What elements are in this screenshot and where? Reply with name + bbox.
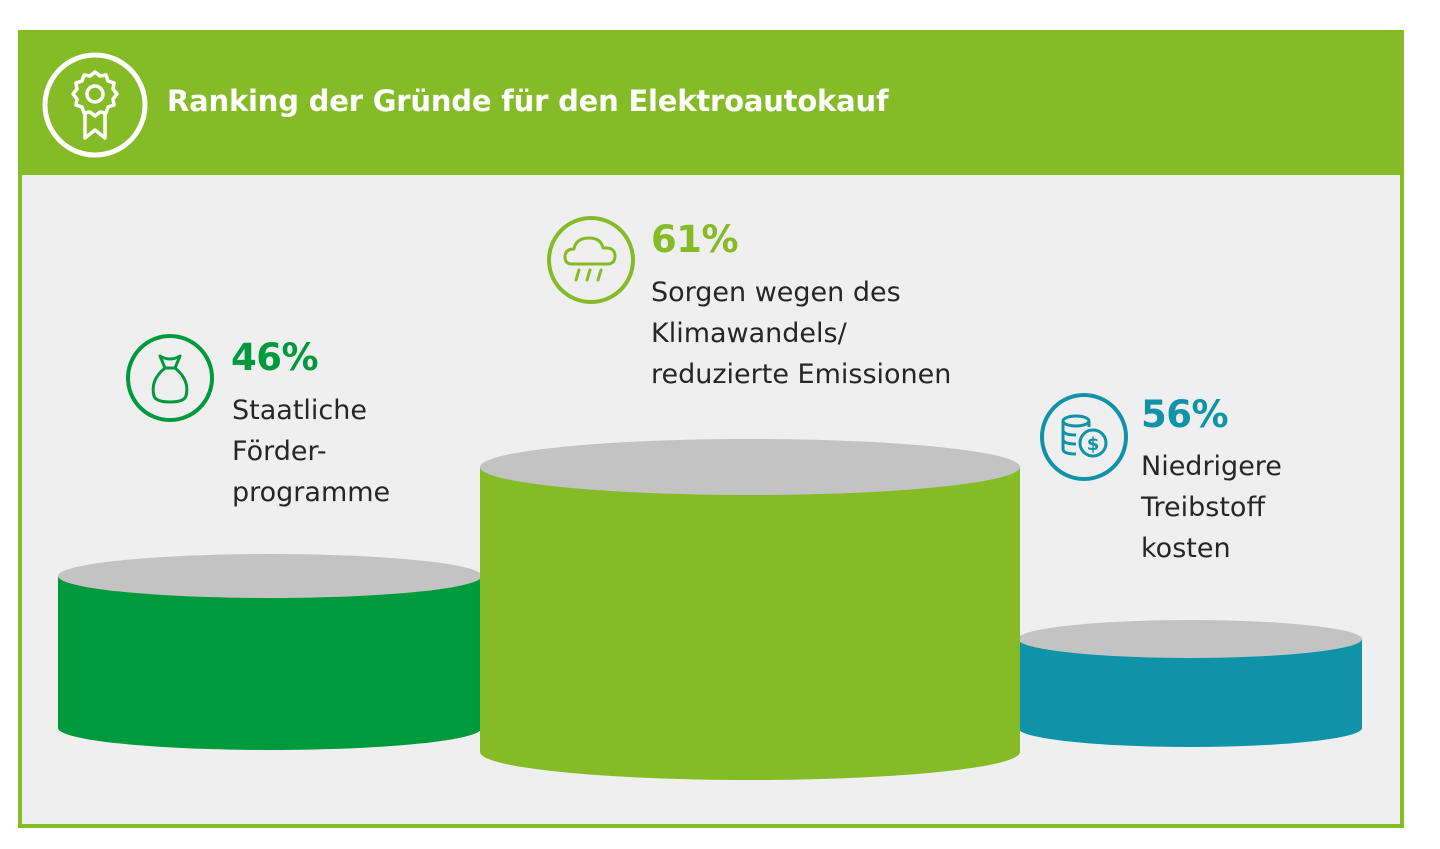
podium-bar-2	[480, 439, 1020, 780]
category-label-1-line-1: Staatliche	[232, 395, 367, 426]
podium-top-2	[480, 439, 1020, 495]
category-label-2: Sorgen wegen des Klimawandels/ reduziert…	[651, 272, 951, 395]
coins-dollar-icon: $	[1040, 393, 1128, 481]
category-label-2-line-1: Sorgen wegen des	[651, 277, 901, 308]
category-label-1-line-3: programme	[232, 477, 391, 508]
category-label-1: Staatliche Förder- programme	[232, 390, 390, 513]
header-bar: Ranking der Gründe für den Elektroautoka…	[22, 34, 1400, 175]
category-label-1-line-2: Förder-	[232, 436, 327, 467]
podium-top-1	[58, 554, 482, 598]
value-label-1: 46%	[231, 336, 319, 379]
podium-bar-1	[58, 554, 482, 750]
page-title: Ranking der Gründe für den Elektroautoka…	[167, 84, 889, 118]
category-label-3-line-2: Treibstoff	[1141, 492, 1266, 523]
podium-body-1	[58, 576, 482, 750]
category-label-3-line-1: Niedrigere	[1141, 451, 1282, 482]
category-label-3: Niedrigere Treibstoff kosten	[1141, 446, 1282, 569]
category-label-2-line-2: Klimawandels/	[651, 318, 847, 349]
money-bag-icon	[126, 334, 214, 422]
rain-cloud-icon	[547, 216, 635, 304]
award-icon	[42, 52, 148, 158]
category-label-2-line-3: reduzierte Emissionen	[651, 359, 952, 390]
category-label-3-line-3: kosten	[1141, 533, 1231, 564]
value-label-3: 56%	[1141, 393, 1229, 436]
podium-body-2	[480, 467, 1020, 780]
podium-top-3	[1018, 620, 1362, 658]
value-label-2: 61%	[651, 218, 739, 261]
svg-text:$: $	[1087, 434, 1100, 455]
podium-bar-3	[1018, 620, 1362, 747]
podium-body-3	[1018, 639, 1362, 747]
